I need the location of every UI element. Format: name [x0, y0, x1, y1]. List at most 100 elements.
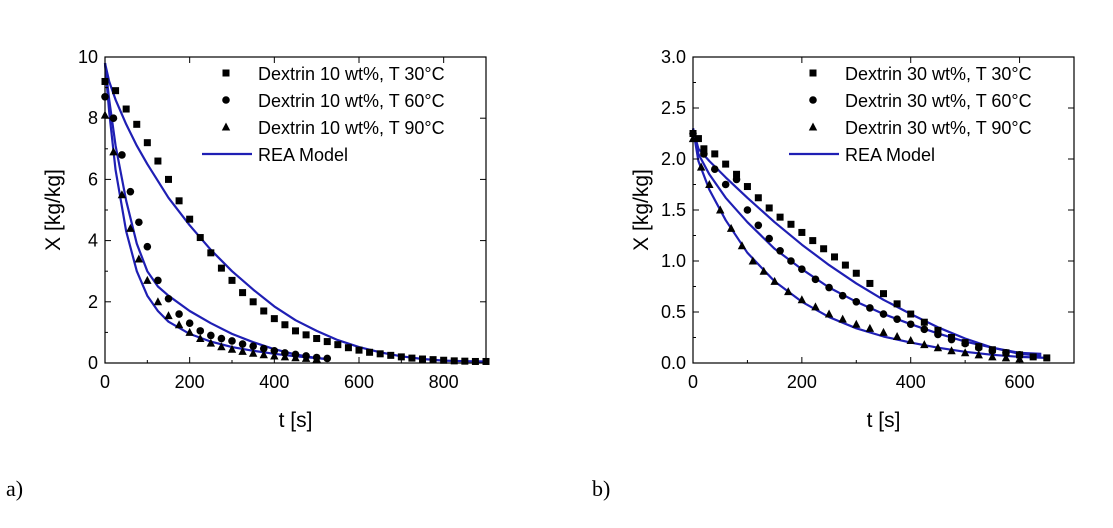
data-point-square: [765, 204, 773, 212]
data-point-square: [270, 315, 278, 323]
data-point-square: [133, 120, 141, 128]
data-point-square: [934, 326, 942, 334]
panel-label-b: b): [592, 476, 611, 501]
x-tick-label: 400: [896, 372, 926, 392]
data-point-circle: [776, 247, 784, 255]
data-point-square: [893, 300, 901, 308]
x-tick-label: 0: [100, 372, 110, 392]
data-point-circle: [825, 283, 833, 292]
data-point-triangle: [134, 254, 144, 263]
y-tick-label: 2: [88, 292, 98, 312]
legend-label: Dextrin 30 wt%, T 90°C: [845, 118, 1032, 138]
y-tick-label: 3.0: [661, 47, 686, 67]
data-point-square: [397, 353, 405, 361]
panel-label-a: a): [6, 476, 24, 501]
data-point-square: [419, 355, 426, 363]
legend-label: Dextrin 30 wt%, T 30°C: [845, 64, 1032, 84]
data-point-circle: [175, 310, 183, 318]
data-point-triangle: [117, 190, 127, 199]
data-point-triangle: [759, 266, 768, 275]
data-point-circle: [787, 257, 795, 265]
data-point-square: [700, 145, 708, 153]
x-tick-label: 200: [175, 372, 205, 392]
data-point-circle: [811, 275, 820, 284]
data-point-circle: [185, 319, 194, 328]
data-point-square: [175, 197, 183, 205]
data-point-circle: [732, 175, 741, 184]
data-point-triangle: [811, 302, 820, 311]
data-point-circle: [852, 298, 861, 306]
data-point-square: [920, 318, 928, 326]
legend-marker-triangle: [808, 122, 818, 131]
data-point-square: [292, 327, 299, 335]
data-point-triangle: [312, 354, 321, 363]
data-point-circle: [249, 342, 257, 350]
legend-marker-circle: [809, 96, 817, 104]
data-point-square: [852, 269, 860, 277]
data-point-square: [217, 264, 225, 272]
y-tick-label: 2.0: [661, 149, 686, 169]
y-tick-label: 4: [88, 231, 98, 251]
data-point-circle: [207, 331, 215, 340]
data-point-square: [143, 139, 151, 147]
data-point-square: [787, 220, 795, 228]
y-tick-label: 8: [88, 108, 98, 128]
legend-label: Dextrin 10 wt%, T 30°C: [258, 64, 445, 84]
data-point-triangle: [238, 346, 247, 355]
y-tick-label: 1.5: [661, 200, 686, 220]
data-point-square: [907, 310, 915, 318]
y-tick-label: 6: [88, 169, 98, 189]
data-point-circle: [143, 242, 152, 251]
y-axis-title: X [kg/kg]: [630, 169, 653, 251]
x-tick-label: 800: [429, 372, 459, 392]
data-point-circle: [323, 354, 332, 363]
chart-panel-a: 0 200 400 600 800 0 2 4 6 8 10 t [s] X [kg/kg] Dextri…: [42, 47, 490, 432]
data-point-triangle: [892, 331, 902, 340]
data-point-square: [450, 357, 458, 365]
data-point-circle: [838, 291, 847, 300]
y-tick-label: 10: [78, 47, 98, 67]
data-point-circle: [1002, 349, 1010, 357]
y-tick-label: 1.0: [661, 251, 686, 271]
data-point-triangle: [838, 314, 847, 323]
legend-label: Dextrin 30 wt%, T 60°C: [845, 91, 1032, 111]
data-point-square: [228, 276, 236, 284]
data-point-circle: [866, 304, 874, 312]
data-point-triangle: [280, 352, 290, 361]
data-point-triangle: [879, 327, 888, 336]
data-point-triangle: [143, 275, 152, 284]
data-point-square: [281, 321, 289, 329]
data-point-triangle: [770, 276, 779, 285]
data-point-square: [798, 228, 806, 236]
data-point-triangle: [696, 162, 706, 171]
legend-marker-triangle: [221, 122, 231, 131]
data-point-square: [743, 183, 751, 191]
data-point-circle: [934, 330, 942, 339]
y-tick-label: 0.0: [661, 353, 686, 373]
data-point-triangle: [109, 147, 118, 156]
data-point-triangle: [153, 297, 163, 306]
y-tick-label: 0: [88, 353, 98, 373]
data-point-triangle: [185, 327, 194, 336]
data-point-square: [334, 341, 342, 349]
data-point-circle: [164, 294, 173, 303]
legend-label: Dextrin 10 wt%, T 60°C: [258, 91, 445, 111]
data-point-triangle: [974, 350, 983, 359]
legend-label-model: REA Model: [845, 145, 935, 165]
x-tick-label: 600: [344, 372, 374, 392]
data-point-circle: [754, 221, 763, 230]
data-point-triangle: [737, 241, 747, 250]
data-point-triangle: [784, 287, 793, 296]
data-point-circle: [710, 165, 719, 173]
data-point-square: [1029, 353, 1037, 361]
data-point-circle: [721, 180, 730, 189]
data-point-triangle: [174, 320, 184, 329]
data-point-triangle: [206, 338, 216, 347]
data-point-circle: [988, 346, 997, 355]
data-point-circle: [974, 343, 983, 352]
data-point-square: [196, 234, 204, 242]
data-point-triangle: [852, 319, 861, 328]
x-tick-label: 400: [259, 372, 289, 392]
data-point-circle: [196, 327, 205, 335]
